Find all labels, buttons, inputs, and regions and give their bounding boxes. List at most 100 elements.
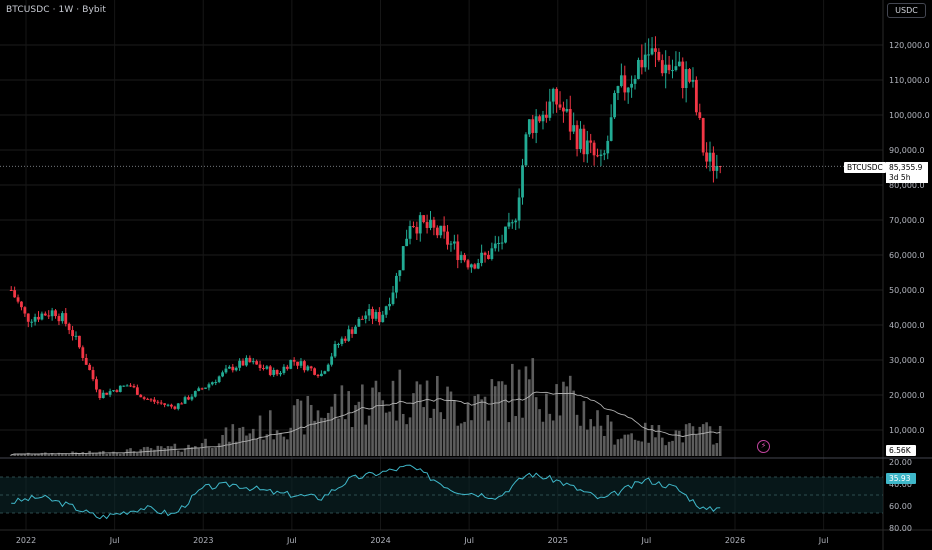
candle-body bbox=[40, 313, 44, 320]
volume-bar bbox=[701, 424, 705, 456]
volume-bar bbox=[712, 444, 715, 456]
candle-body bbox=[149, 399, 153, 401]
volume-bar bbox=[374, 380, 378, 456]
candle-body bbox=[582, 128, 586, 155]
candle-body bbox=[558, 104, 562, 108]
volume-bar bbox=[453, 401, 456, 456]
candle-body bbox=[217, 376, 221, 382]
flash-icon[interactable]: ⚡ bbox=[757, 440, 770, 453]
candle-body bbox=[660, 60, 664, 74]
candle-body bbox=[487, 254, 490, 259]
candle-body bbox=[354, 326, 357, 334]
volume-bar bbox=[500, 381, 504, 456]
volume-bar bbox=[33, 454, 37, 456]
volume-bar bbox=[84, 453, 88, 456]
volume-bar bbox=[139, 449, 143, 456]
volume-bar bbox=[357, 401, 361, 456]
candle-body bbox=[54, 310, 57, 317]
volume-bar bbox=[343, 419, 347, 456]
rsi-tick-label: 60.00 bbox=[889, 502, 912, 511]
candle-body bbox=[204, 387, 207, 389]
candle-body bbox=[476, 263, 480, 269]
volume-bar bbox=[599, 425, 603, 456]
volume-bar bbox=[30, 454, 33, 456]
candle-body bbox=[521, 165, 524, 198]
candle-body bbox=[398, 270, 402, 276]
candle-body bbox=[64, 313, 68, 324]
candle-body bbox=[524, 134, 528, 166]
volume-bar bbox=[166, 446, 170, 456]
candle-body bbox=[650, 48, 654, 55]
rsi-tick-label: 20.00 bbox=[889, 458, 912, 467]
currency-button[interactable]: USDC bbox=[887, 3, 926, 18]
volume-bar bbox=[248, 433, 252, 456]
candle-body bbox=[384, 306, 388, 315]
volume-bar bbox=[340, 385, 344, 456]
candle-body bbox=[333, 344, 337, 357]
candle-body bbox=[262, 368, 265, 370]
volume-bar bbox=[507, 422, 511, 456]
volume-bar bbox=[214, 447, 218, 456]
candle-body bbox=[258, 364, 262, 369]
volume-bar bbox=[67, 454, 71, 456]
volume-bar bbox=[476, 394, 480, 456]
candle-body bbox=[463, 255, 466, 261]
time-tick-label: 2023 bbox=[193, 536, 213, 545]
candle-body bbox=[616, 86, 620, 94]
volume-bar bbox=[337, 418, 340, 456]
candle-body bbox=[282, 366, 286, 373]
volume-bar bbox=[37, 454, 40, 456]
candle-body bbox=[306, 366, 310, 371]
candle-body bbox=[176, 403, 180, 409]
volume-bar bbox=[112, 451, 115, 456]
volume-bar bbox=[231, 424, 235, 456]
volume-bar bbox=[613, 444, 616, 456]
volume-bar bbox=[74, 452, 78, 456]
volume-bar bbox=[95, 453, 98, 456]
volume-bar bbox=[258, 415, 262, 456]
volume-bar bbox=[493, 386, 497, 456]
candle-body bbox=[548, 101, 552, 118]
candle-body bbox=[330, 356, 334, 365]
candle-body bbox=[684, 69, 688, 89]
volume-bar bbox=[582, 401, 586, 456]
volume-bar bbox=[303, 434, 306, 456]
volume-bar bbox=[211, 448, 214, 456]
volume-bar bbox=[558, 415, 562, 456]
volume-bar bbox=[691, 426, 695, 456]
volume-bar bbox=[153, 449, 156, 456]
candle-body bbox=[50, 310, 54, 317]
volume-bar bbox=[207, 447, 211, 456]
candle-body bbox=[105, 392, 109, 395]
volume-bar bbox=[585, 429, 589, 456]
volume-bar bbox=[108, 453, 112, 456]
volume-bar bbox=[255, 439, 258, 456]
volume-bar bbox=[660, 437, 664, 456]
volume-bar bbox=[473, 395, 477, 456]
volume-bar bbox=[378, 392, 381, 456]
volume-bar bbox=[678, 430, 681, 456]
candle-body bbox=[388, 303, 391, 307]
candle-body bbox=[337, 343, 340, 345]
candle-body bbox=[456, 241, 460, 261]
rsi-line bbox=[11, 464, 721, 520]
chart-title: BTCUSDC · 1W · Bybit bbox=[6, 5, 106, 15]
volume-bar bbox=[688, 423, 691, 456]
volume-bar bbox=[521, 417, 524, 456]
candle-body bbox=[643, 54, 647, 68]
volume-bar bbox=[633, 439, 637, 456]
candle-body bbox=[268, 366, 272, 375]
volume-bar bbox=[398, 369, 402, 456]
candle-body bbox=[221, 372, 224, 377]
candle-body bbox=[340, 338, 344, 344]
volume-bar bbox=[405, 424, 408, 456]
volume-bar bbox=[381, 400, 385, 456]
candle-body bbox=[500, 242, 504, 244]
candle-body bbox=[589, 140, 593, 143]
candle-body bbox=[152, 399, 156, 402]
current-price-label: 85,355.9 bbox=[886, 162, 928, 173]
volume-bar bbox=[289, 427, 293, 456]
price-tick-label: 90,000.0 bbox=[889, 146, 925, 155]
candle-body bbox=[98, 389, 102, 398]
